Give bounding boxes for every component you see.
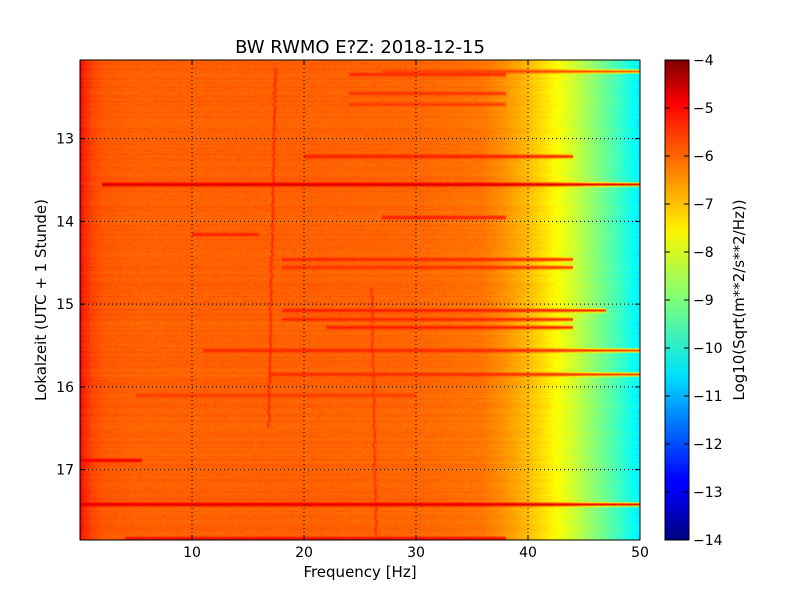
x-tick-label: 20 [295,545,313,561]
y-axis-ticks: 13 14 15 16 17 [56,132,640,479]
colorbar-tick-label: −9 [693,293,714,309]
y-axis-label: Lokalzeit (UTC + 1 Stunde) [32,199,50,401]
colorbar: −4 −5 −6 −7 −8 −9 −10 −11 −12 −13 −14 Log10(Sqrt(m… [664,53,748,549]
colorbar-tick-label: −5 [693,101,714,117]
colorbar-tick-label: −8 [693,245,714,261]
plot-frame [79,59,641,541]
colorbar-tick-label: −11 [693,389,723,405]
y-tick-label: 14 [56,214,74,230]
x-tick-label: 50 [631,545,649,561]
colorbar-tick-label: −7 [693,197,714,213]
y-tick-label: 15 [56,297,74,313]
colorbar-tick-label: −13 [693,485,723,501]
heatmap-area [80,60,640,540]
y-tick-label: 16 [56,380,74,396]
x-tick-label: 30 [407,545,425,561]
chart-title: BW RWMO E?Z: 2018-12-15 [235,37,485,58]
y-tick-label: 17 [56,463,74,479]
colorbar-ticks: −4 −5 −6 −7 −8 −9 −10 −11 −12 −13 −14 [665,53,723,549]
y-tick-label: 13 [56,132,74,148]
x-axis-label: Frequency [Hz] [303,563,416,581]
grid-lines [80,60,640,540]
colorbar-tick-label: −14 [693,533,723,549]
heatmap-image [80,60,640,540]
x-tick-label: 10 [183,545,201,561]
x-tick-label: 40 [519,545,537,561]
colorbar-tick-label: −4 [693,53,714,69]
colorbar-tick-label: −12 [693,437,723,453]
x-axis-ticks: 10 20 30 40 50 [183,60,649,561]
colorbar-label: Log10(Sqrt(m**2/s**2/Hz)) [730,199,748,400]
colorbar-tick-label: −10 [693,341,723,357]
colorbar-tick-label: −6 [693,149,714,165]
